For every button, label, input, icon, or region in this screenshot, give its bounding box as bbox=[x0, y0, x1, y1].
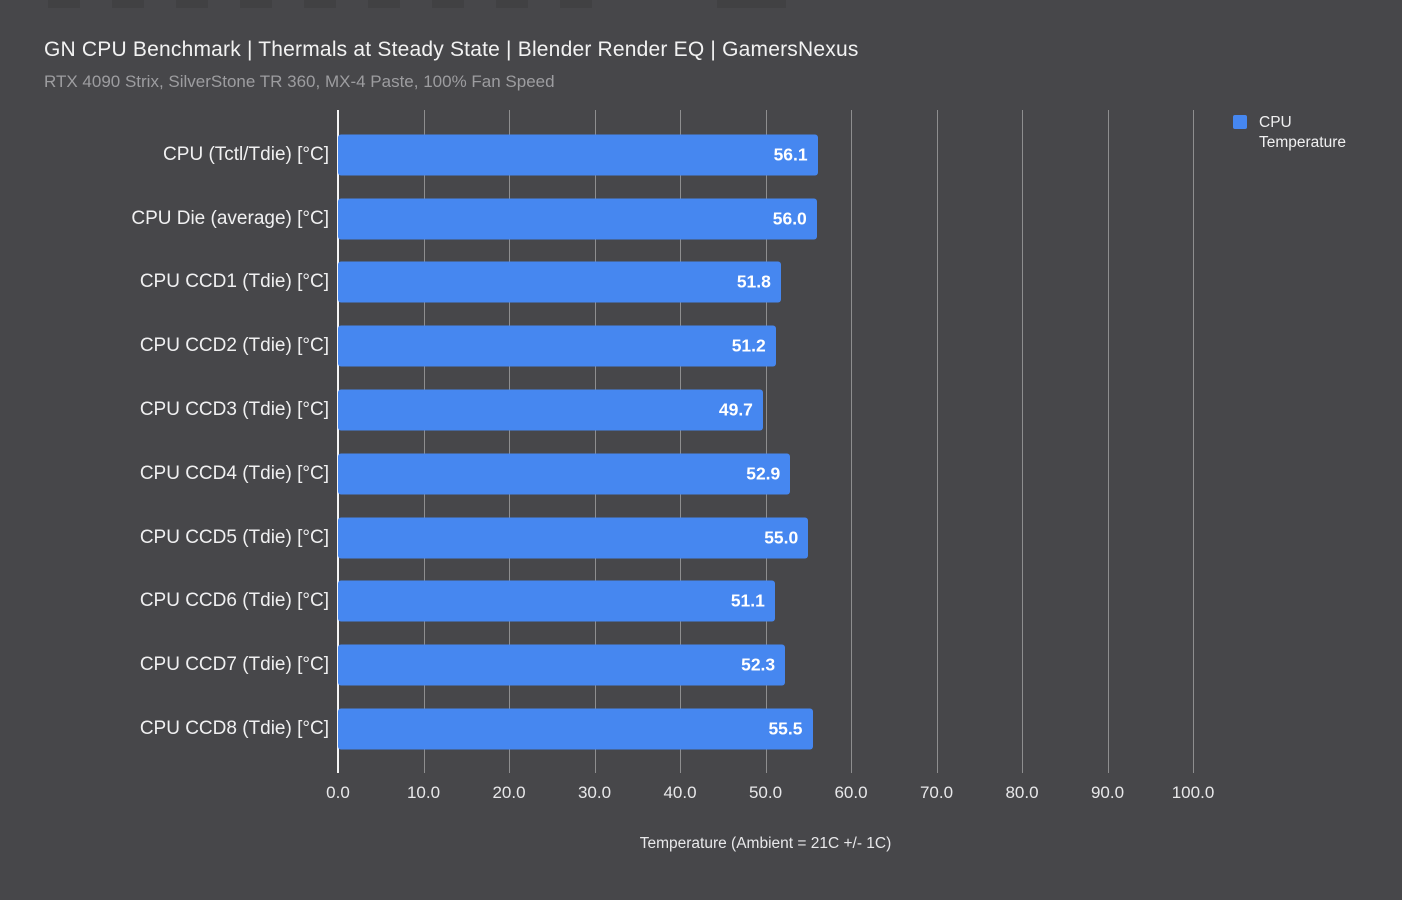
temperature-bar: 55.0 bbox=[338, 517, 809, 559]
bar-value-label: 56.1 bbox=[773, 144, 808, 165]
bar-track: 55.5 bbox=[338, 697, 1193, 761]
category-label: CPU CCD3 (Tdie) [°C] bbox=[139, 399, 329, 421]
x-tick-label: 100.0 bbox=[1171, 783, 1215, 802]
category-label: CPU CCD7 (Tdie) [°C] bbox=[139, 654, 329, 676]
bar-row: CPU CCD3 (Tdie) [°C] 49.7 bbox=[44, 378, 1193, 442]
strip-block bbox=[48, 0, 80, 8]
bar-value-label: 51.2 bbox=[731, 335, 766, 356]
x-tick-label: 50.0 bbox=[748, 783, 783, 802]
category-label: CPU CCD2 (Tdie) [°C] bbox=[139, 335, 329, 357]
bar-rows: CPU (Tctl/Tdie) [°C] 56.1 CPU Die (avera… bbox=[44, 110, 1193, 761]
category-label: CPU CCD8 (Tdie) [°C] bbox=[139, 718, 329, 740]
bar-row: CPU CCD2 (Tdie) [°C] 51.2 bbox=[44, 314, 1193, 378]
gridline bbox=[680, 110, 681, 773]
bar-track: 49.7 bbox=[338, 378, 1193, 442]
strip-block bbox=[112, 0, 144, 8]
bar-track: 52.9 bbox=[338, 442, 1193, 506]
bar-row: CPU CCD4 (Tdie) [°C] 52.9 bbox=[44, 442, 1193, 506]
temperature-bar: 56.1 bbox=[338, 134, 818, 176]
temperature-bar: 55.5 bbox=[338, 708, 813, 750]
bar-row: CPU CCD7 (Tdie) [°C] 52.3 bbox=[44, 633, 1193, 697]
gridline bbox=[1022, 110, 1023, 773]
strip-block bbox=[432, 0, 464, 8]
gridline bbox=[423, 110, 425, 773]
bar-row: CPU CCD6 (Tdie) [°C] 51.1 bbox=[44, 570, 1193, 634]
bar-track: 51.8 bbox=[338, 251, 1193, 315]
gridline bbox=[1193, 110, 1194, 773]
gridline bbox=[851, 110, 852, 773]
strip-block bbox=[240, 0, 272, 8]
temperature-bar: 56.0 bbox=[338, 198, 817, 240]
x-tick-label: 30.0 bbox=[577, 783, 612, 802]
temperature-bar: 52.3 bbox=[338, 644, 786, 686]
plot-gridlines bbox=[337, 110, 1194, 773]
bar-value-label: 55.5 bbox=[768, 718, 803, 739]
bar-track: 52.3 bbox=[338, 633, 1193, 697]
temperature-bar: 51.8 bbox=[338, 261, 781, 303]
x-tick-label: 20.0 bbox=[492, 783, 526, 802]
gridline bbox=[509, 110, 510, 773]
temperature-bar: 51.1 bbox=[338, 580, 775, 622]
temperature-bar: 51.2 bbox=[338, 325, 776, 367]
bar-track: 55.0 bbox=[338, 506, 1193, 570]
temperature-bar: 52.9 bbox=[338, 453, 791, 495]
strip-block bbox=[304, 0, 336, 8]
gridline bbox=[1107, 110, 1109, 773]
legend-color-swatch bbox=[1233, 115, 1247, 129]
chart-title: GN CPU Benchmark | Thermals at Steady St… bbox=[44, 38, 859, 61]
bar-track: 56.0 bbox=[338, 187, 1193, 251]
gridline bbox=[936, 110, 938, 773]
category-label: CPU CCD1 (Tdie) [°C] bbox=[139, 271, 329, 293]
x-tick-label: 0.0 bbox=[326, 783, 350, 802]
bar-row: CPU CCD1 (Tdie) [°C] 51.8 bbox=[44, 251, 1193, 315]
gridline bbox=[594, 110, 596, 773]
bar-track: 51.2 bbox=[338, 314, 1193, 378]
bar-row: CPU CCD5 (Tdie) [°C] 55.0 bbox=[44, 506, 1193, 570]
strip-block bbox=[496, 0, 528, 8]
bar-value-label: 52.9 bbox=[746, 463, 781, 484]
legend-series-label: CPU Temperature bbox=[1259, 114, 1347, 151]
chart-subtitle: RTX 4090 Strix, SilverStone TR 360, MX-4… bbox=[44, 72, 555, 91]
strip-block bbox=[368, 0, 400, 8]
bar-value-label: 56.0 bbox=[772, 208, 807, 229]
y-axis-line bbox=[337, 110, 339, 773]
strip-block bbox=[560, 0, 592, 8]
bar-value-label: 52.3 bbox=[741, 654, 776, 675]
x-axis-tick-labels: 0.0 10.0 20.0 30.0 40.0 50.0 60.0 70.0 80.0 90.0 1… bbox=[326, 783, 1214, 805]
category-label: CPU CCD6 (Tdie) [°C] bbox=[139, 590, 329, 612]
strip-block bbox=[176, 0, 208, 8]
gridline bbox=[765, 110, 767, 773]
bar-value-label: 51.8 bbox=[736, 271, 771, 292]
x-axis-title: Temperature (Ambient = 21C +/- 1C) bbox=[639, 835, 892, 852]
bar-value-label: 49.7 bbox=[718, 399, 753, 420]
bar-row: CPU CCD8 (Tdie) [°C] 55.5 bbox=[44, 697, 1193, 761]
temperature-bar: 49.7 bbox=[338, 389, 763, 431]
category-label: CPU CCD4 (Tdie) [°C] bbox=[139, 462, 329, 484]
x-tick-label: 10.0 bbox=[406, 783, 441, 802]
x-tick-label: 40.0 bbox=[663, 783, 697, 802]
strip-block bbox=[717, 0, 786, 8]
category-label: CPU Die (average) [°C] bbox=[131, 207, 329, 229]
bar-track: 56.1 bbox=[338, 123, 1193, 187]
bar-value-label: 55.0 bbox=[764, 527, 799, 548]
bar-row: CPU (Tctl/Tdie) [°C] 56.1 bbox=[44, 123, 1193, 187]
legend: CPU Temperature bbox=[1233, 113, 1363, 153]
category-label: CPU CCD5 (Tdie) [°C] bbox=[139, 526, 329, 548]
x-tick-label: 90.0 bbox=[1090, 783, 1125, 802]
x-tick-label: 60.0 bbox=[834, 783, 868, 802]
bar-row: CPU Die (average) [°C] 56.0 bbox=[44, 187, 1193, 251]
bar-track: 51.1 bbox=[338, 570, 1193, 634]
x-tick-label: 70.0 bbox=[919, 783, 954, 802]
bar-value-label: 51.1 bbox=[730, 590, 765, 611]
top-strip bbox=[0, 0, 1402, 8]
category-label: CPU (Tctl/Tdie) [°C] bbox=[163, 143, 329, 165]
x-tick-label: 80.0 bbox=[1005, 783, 1039, 802]
